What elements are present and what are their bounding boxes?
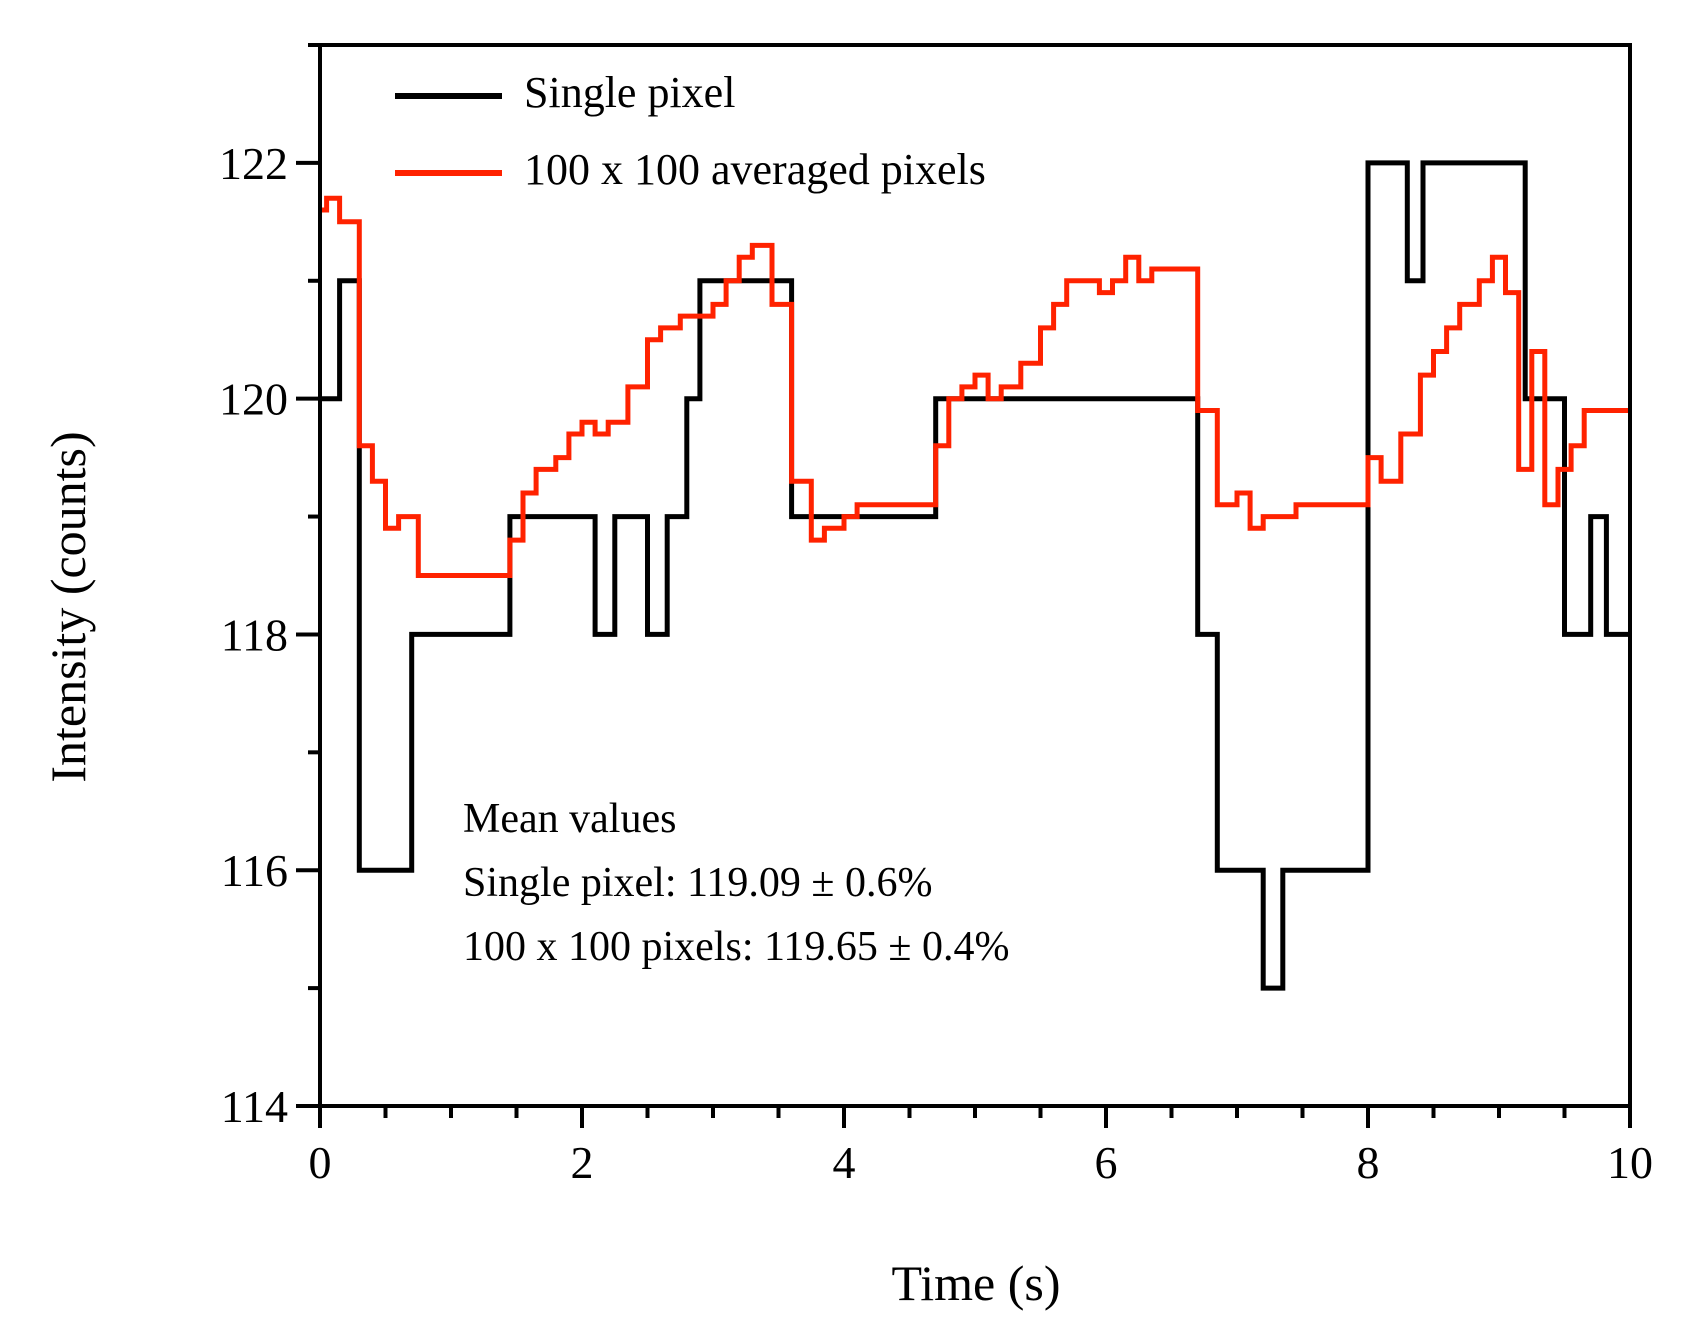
- x-tick-label: 2: [571, 1137, 594, 1188]
- annotation-heading: Mean values: [463, 796, 676, 842]
- y-tick-label: 122: [219, 138, 288, 189]
- x-tick-label: 8: [1357, 1137, 1380, 1188]
- y-tick-label: 120: [219, 374, 288, 425]
- x-tick-label: 0: [309, 1137, 332, 1188]
- mean-values-annotation: Mean values Single pixel: 119.09 ± 0.6% …: [463, 796, 1009, 970]
- annotation-averaged-pixels: 100 x 100 pixels: 119.65 ± 0.4%: [463, 924, 1009, 970]
- y-axis-title: Intensity (counts): [40, 431, 96, 782]
- legend: Single pixel 100 x 100 averaged pixels: [395, 68, 986, 194]
- x-tick-label: 10: [1607, 1137, 1653, 1188]
- series-single-pixel-line: [320, 160, 1630, 991]
- series-layer: [320, 160, 1630, 991]
- plot-frame: [318, 43, 1632, 1108]
- annotation-single-pixel: Single pixel: 119.09 ± 0.6%: [463, 860, 932, 906]
- x-tick-label: 4: [833, 1137, 856, 1188]
- y-tick-label: 116: [221, 845, 288, 896]
- y-tick-label: 118: [221, 609, 288, 660]
- ticks-layer: 0 2 4 6 8 10 114 116 118 120 122: [219, 43, 1653, 1188]
- y-tick-label: 114: [221, 1081, 288, 1132]
- legend-label-averaged-pixels: 100 x 100 averaged pixels: [524, 145, 986, 194]
- legend-label-single-pixel: Single pixel: [524, 68, 735, 117]
- x-axis-title: Time (s): [891, 1255, 1060, 1311]
- x-tick-label: 6: [1095, 1137, 1118, 1188]
- series-averaged-pixels-line: [320, 195, 1630, 578]
